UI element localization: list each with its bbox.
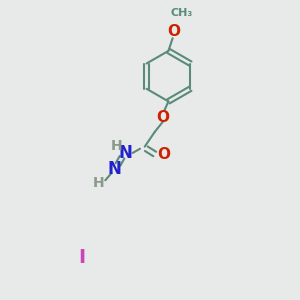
Text: O: O	[158, 146, 171, 161]
Text: N: N	[108, 160, 122, 178]
Text: I: I	[79, 248, 86, 267]
Text: H: H	[93, 176, 105, 190]
Text: H: H	[111, 139, 123, 153]
Text: O: O	[167, 25, 180, 40]
Text: O: O	[157, 110, 170, 125]
Text: N: N	[118, 144, 132, 162]
Text: CH₃: CH₃	[171, 8, 193, 18]
